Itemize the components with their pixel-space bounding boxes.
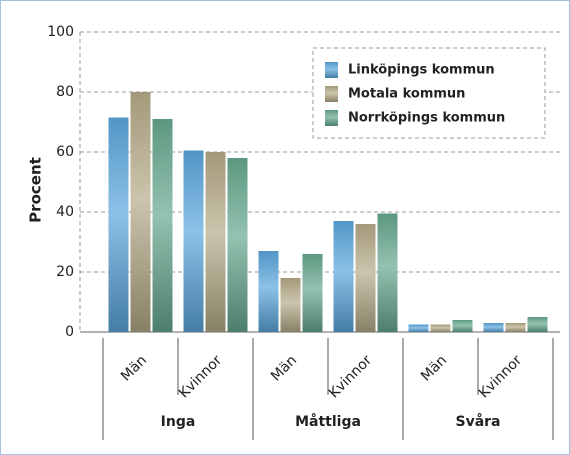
legend-label: Linköpings kommun xyxy=(348,63,495,78)
bar xyxy=(430,324,451,332)
legend-swatch xyxy=(325,86,338,102)
bar xyxy=(302,254,323,332)
y-tick-label: 20 xyxy=(56,264,74,280)
bar xyxy=(258,251,279,332)
legend-box xyxy=(312,47,546,139)
bar xyxy=(452,320,473,332)
legend-label: Norrköpings kommun xyxy=(348,111,505,126)
bar xyxy=(152,119,173,332)
bar xyxy=(280,278,301,332)
bar xyxy=(205,152,226,332)
legend-swatch xyxy=(325,110,338,126)
y-tick-label: 40 xyxy=(56,204,74,220)
bar xyxy=(483,323,504,332)
y-tick-label: 80 xyxy=(56,84,74,100)
y-tick-label: 100 xyxy=(47,24,74,40)
bar xyxy=(505,323,526,332)
bar xyxy=(355,224,376,332)
bar xyxy=(408,324,429,332)
y-tick-label: 60 xyxy=(56,144,74,160)
legend-swatch xyxy=(325,62,338,78)
bar xyxy=(183,150,204,332)
group-label: Inga xyxy=(161,414,196,430)
bar xyxy=(130,92,151,332)
y-axis-label: Procent xyxy=(27,157,45,223)
y-tick-label: 0 xyxy=(65,324,74,340)
bar xyxy=(227,158,248,332)
group-label: Måttliga xyxy=(295,413,361,430)
bar xyxy=(527,317,548,332)
group-label: Svåra xyxy=(455,413,500,430)
legend-label: Motala kommun xyxy=(348,87,465,102)
bar xyxy=(377,213,398,332)
bar xyxy=(333,221,354,332)
bar xyxy=(108,117,129,332)
